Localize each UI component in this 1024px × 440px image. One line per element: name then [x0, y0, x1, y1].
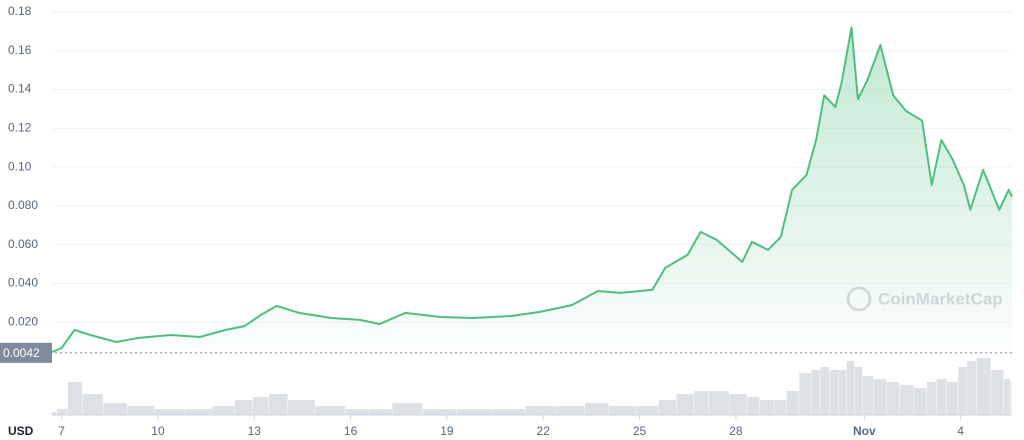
y-tick-label: 0.10	[8, 159, 32, 173]
volume-bar	[56, 409, 68, 415]
volume-bar	[854, 367, 863, 415]
volume-bar	[68, 382, 83, 415]
volume-bar	[525, 406, 556, 415]
volume-bar	[154, 409, 185, 415]
reference-badge	[0, 342, 52, 363]
volume-bar	[936, 379, 947, 415]
volume-bar	[422, 409, 457, 415]
x-tick-label: 7	[58, 424, 65, 438]
x-tick-label: Nov	[853, 424, 876, 438]
volume-bar	[212, 406, 235, 415]
volume-bar	[976, 358, 991, 415]
reference-label: 0.0042	[3, 346, 40, 360]
price-line	[51, 26, 1013, 354]
price-area	[52, 27, 1012, 353]
watermark: CoinMarketCap	[846, 286, 1003, 312]
volume-bar	[287, 400, 315, 415]
volume-bar	[811, 370, 820, 415]
volume-bar	[708, 391, 729, 415]
currency-label: USD	[8, 424, 34, 438]
volume-bar	[82, 394, 103, 415]
volume-bar	[958, 367, 967, 415]
y-tick-label: 0.14	[8, 82, 32, 96]
volume-bar	[926, 382, 937, 415]
volume-bar	[886, 382, 900, 415]
volume-bar	[914, 388, 927, 415]
volume-bar	[268, 394, 288, 415]
x-tick-label: 4	[957, 424, 964, 438]
y-tick-label: 0.16	[8, 43, 32, 57]
volume-bar	[899, 385, 914, 415]
y-tick-label: 0.18	[8, 4, 32, 18]
volume-bar	[967, 361, 977, 415]
volume-bar	[759, 400, 774, 415]
y-tick-label: 0.060	[8, 237, 38, 251]
volume-bar	[862, 376, 874, 415]
volume-bar	[820, 367, 830, 415]
volume-bar	[636, 406, 659, 415]
volume-bar	[52, 412, 57, 415]
volume-bar	[799, 373, 811, 415]
volume-bar	[774, 400, 786, 415]
volume-bar	[658, 400, 676, 415]
x-tick-label: 10	[151, 424, 165, 438]
volume-bar	[609, 406, 636, 415]
volume-bar	[315, 406, 346, 415]
y-tick-label: 0.12	[8, 121, 32, 135]
volume-bar	[584, 403, 609, 415]
volume-bar	[127, 406, 155, 415]
volume-bar	[747, 397, 760, 415]
volume-bar	[991, 370, 1004, 415]
x-tick-label: 13	[248, 424, 262, 438]
volume-bar	[838, 370, 847, 415]
volume-bar	[456, 409, 492, 415]
volume-bar	[491, 409, 526, 415]
volume-bar	[392, 403, 423, 415]
x-tick-label: 22	[537, 424, 551, 438]
volume-bar	[946, 382, 958, 415]
x-tick-label: 28	[729, 424, 743, 438]
watermark-text: CoinMarketCap	[878, 289, 1003, 308]
volume-bar	[185, 409, 213, 415]
volume-bar	[556, 406, 585, 415]
volume-bar	[676, 394, 694, 415]
volume-bar	[369, 409, 392, 415]
volume-bar	[846, 361, 855, 415]
watermark-logo	[846, 286, 872, 312]
volume-bar	[786, 391, 799, 415]
volume-bar	[103, 403, 127, 415]
volume-bar	[729, 394, 747, 415]
x-tick-label: 19	[440, 424, 454, 438]
volume-bar	[235, 400, 253, 415]
y-tick-label: 0.020	[8, 314, 38, 328]
x-tick-label: 25	[633, 424, 647, 438]
volume-bar	[1003, 379, 1010, 415]
volume-bar	[345, 409, 370, 415]
y-tick-label: 0.040	[8, 276, 38, 290]
volume-bar	[694, 391, 709, 415]
volume-bar	[873, 379, 887, 415]
y-tick-label: 0.080	[8, 198, 38, 212]
volume-bar	[1010, 382, 1012, 415]
volume-bar	[252, 397, 269, 415]
x-tick-label: 16	[344, 424, 358, 438]
volume-bar	[829, 370, 839, 415]
